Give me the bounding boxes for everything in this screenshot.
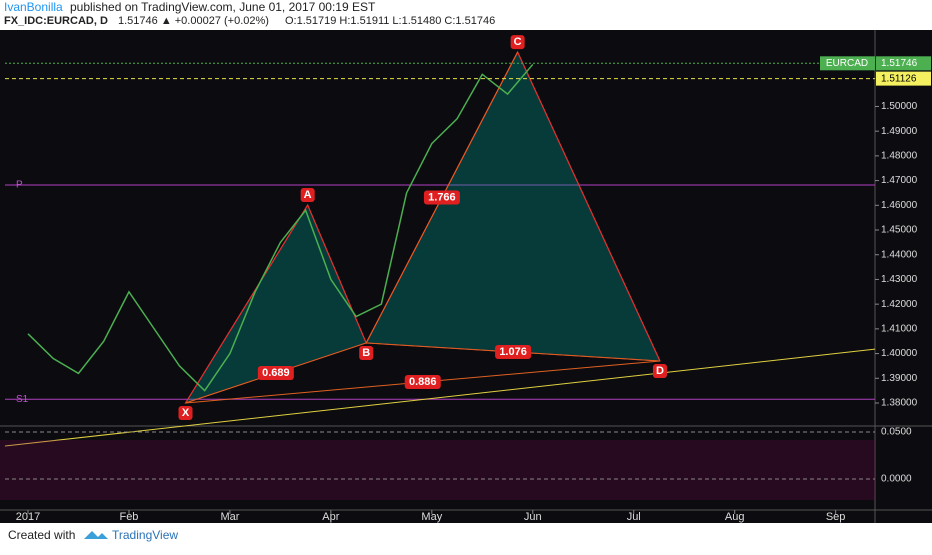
- point-box: [652, 363, 667, 378]
- point-box: [359, 345, 374, 360]
- point-box: [300, 188, 315, 203]
- y-tick-label: 1.48000: [881, 151, 918, 162]
- x-tick-label: Jul: [627, 511, 641, 523]
- x-tick-label: 2017: [16, 511, 40, 523]
- x-tick-label: Sep: [826, 511, 846, 523]
- trendline: [4, 348, 876, 447]
- x-tick-label: Apr: [322, 511, 339, 523]
- y-tick-label: 1.41000: [881, 324, 918, 335]
- brand[interactable]: TradingView: [112, 528, 178, 542]
- y-tick-label: 1.50000: [881, 101, 918, 112]
- x-tick-label: Aug: [725, 511, 745, 523]
- y-tick-label: 1.43000: [881, 274, 918, 285]
- price-line: [27, 63, 534, 392]
- symbol: FX_IDC:EURCAD, D: [4, 15, 108, 27]
- x-tick-label: Feb: [119, 511, 138, 523]
- ratio-box: [423, 190, 460, 205]
- y-tick-label: 1.44000: [881, 249, 918, 260]
- name-box: [820, 56, 875, 71]
- published: published on TradingView.com, June 01, 2…: [70, 0, 376, 14]
- x-tick-label: Jun: [524, 511, 542, 523]
- y-tick-label: 1.47000: [881, 175, 918, 186]
- y-tick-label: 1.42000: [881, 299, 918, 310]
- point-box: [178, 406, 193, 421]
- ratio-box: [257, 365, 294, 380]
- ohlc: O:1.51719 H:1.51911 L:1.51480 C:1.51746: [285, 15, 495, 27]
- y-tick-label: 1.40000: [881, 348, 918, 359]
- pivot-label: S1: [16, 394, 29, 405]
- point-label: C: [514, 36, 522, 48]
- level-box: [876, 71, 931, 86]
- point-label: X: [182, 407, 190, 419]
- point-label: D: [656, 365, 664, 377]
- x-tick-label: Mar: [220, 511, 239, 523]
- chart-background: [0, 30, 932, 523]
- y-tick-label: 1.39000: [881, 373, 918, 384]
- pivot-label: P: [16, 180, 23, 191]
- y-tick-label: 1.49000: [881, 126, 918, 137]
- level-label: 1.51126: [881, 73, 917, 84]
- y-tick-label: 0.0000: [881, 474, 912, 485]
- x-tick-label: May: [421, 511, 442, 523]
- last-price-label: 1.51746: [881, 58, 918, 69]
- y-tick-label: 0.0500: [881, 427, 912, 438]
- y-tick-label: 1.45000: [881, 225, 918, 236]
- point-label: A: [304, 189, 312, 201]
- created-with: Created with: [8, 528, 75, 542]
- ratio-label: 0.886: [409, 376, 437, 388]
- ratio-label: 1.766: [428, 191, 456, 203]
- y-tick-label: 1.38000: [881, 398, 918, 409]
- point-box: [510, 35, 525, 50]
- ratio-box: [404, 375, 441, 389]
- oscillator-bg: [0, 440, 875, 500]
- series-name: EURCAD: [826, 58, 868, 69]
- point-label: B: [362, 347, 370, 359]
- quote: 1.51746 ▲ +0.00027 (+0.02%): [118, 15, 269, 27]
- ratio-box: [495, 344, 532, 359]
- last-price-box: [876, 56, 931, 71]
- logo: [84, 531, 108, 539]
- publisher[interactable]: IvanBonilla: [4, 0, 63, 14]
- y-tick-label: 1.46000: [881, 200, 918, 211]
- ratio-label: 1.076: [499, 346, 527, 358]
- ratio-label: 0.689: [262, 367, 290, 379]
